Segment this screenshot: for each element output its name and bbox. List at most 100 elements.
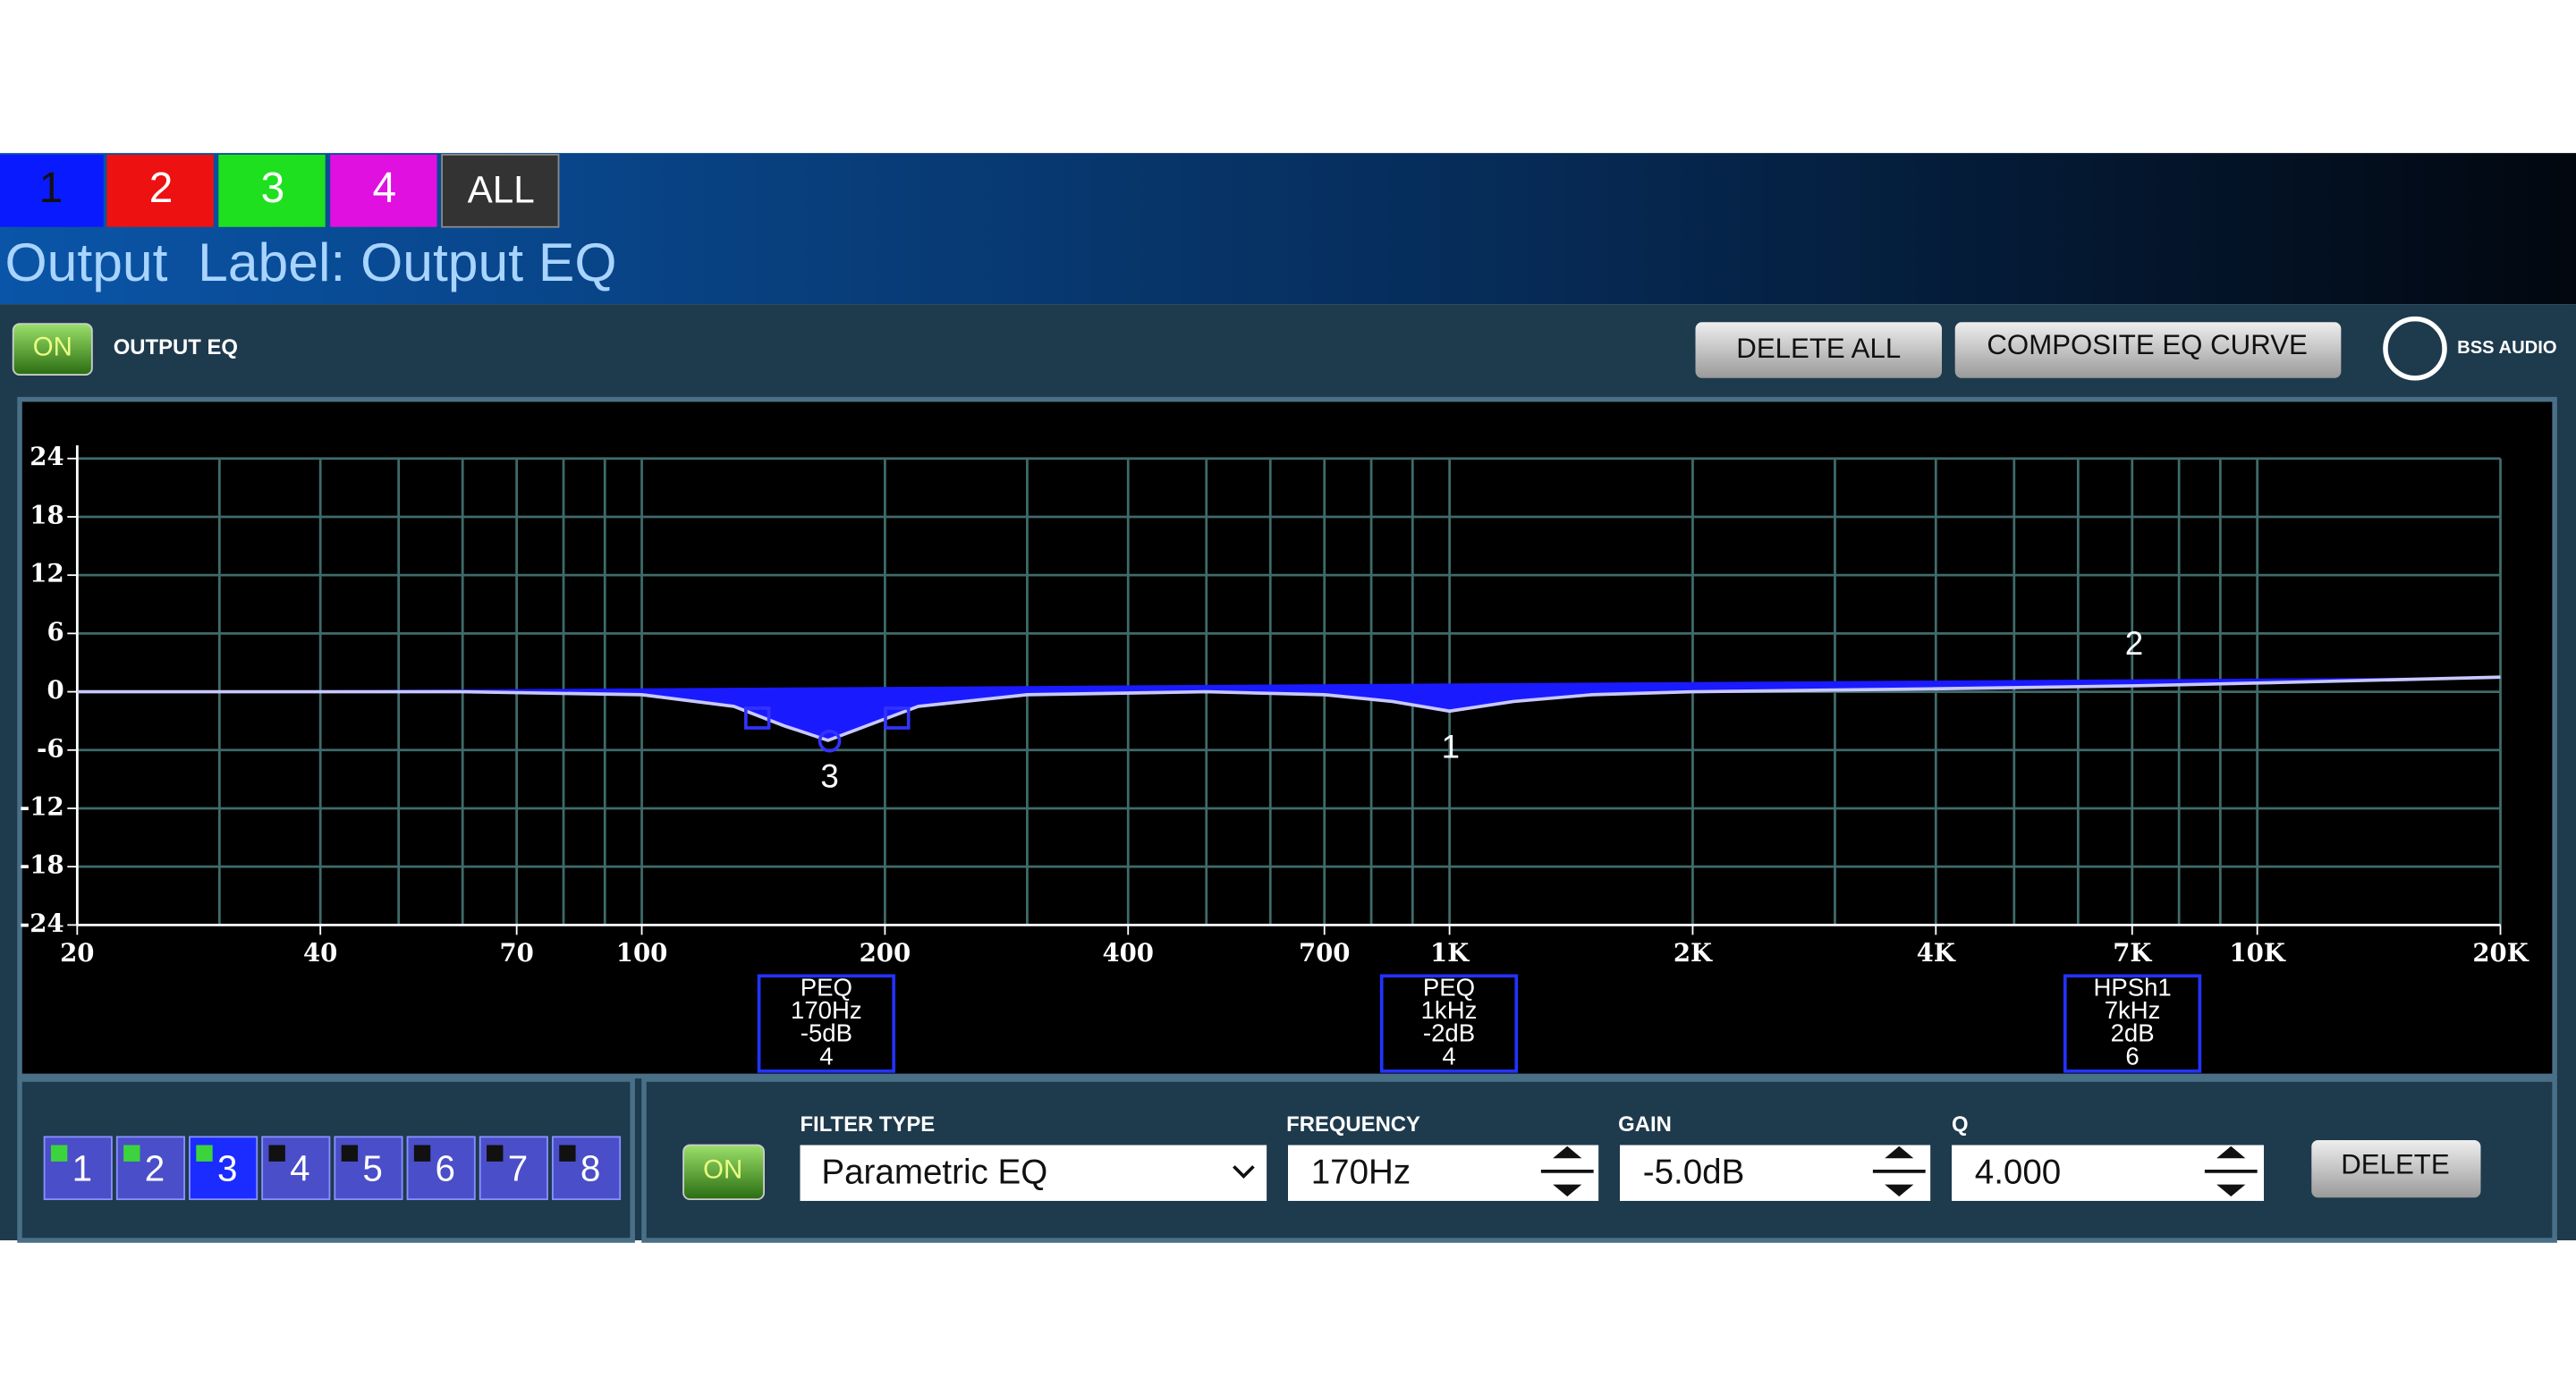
y-tick-label: -12	[20, 792, 64, 821]
logo-icon	[2383, 316, 2447, 381]
band-led	[341, 1145, 359, 1162]
spinners	[1540, 1146, 2258, 1197]
delete-button[interactable]	[2311, 1140, 2481, 1198]
filter-info: HPSh1	[2093, 973, 2171, 1001]
filter-on-button[interactable]	[682, 1144, 765, 1201]
y-tick-label: 18	[30, 501, 64, 529]
select-value: Parametric EQ	[821, 1154, 1047, 1192]
field-label: FILTER TYPE	[800, 1112, 935, 1137]
bandwidth-handle[interactable]	[884, 706, 911, 730]
band-label: 4	[290, 1148, 309, 1189]
field-label: GAIN	[1618, 1112, 1672, 1137]
band-led	[196, 1145, 213, 1162]
tab[interactable]	[441, 154, 560, 228]
y-tick-label: -24	[20, 909, 64, 938]
on-label: ON	[703, 1155, 742, 1185]
x-tick-label: 40	[303, 939, 337, 968]
filter-info: 7kHz	[2105, 996, 2161, 1024]
tabs: 1 2 3 4 ALL	[0, 154, 560, 228]
tab-label: 4	[373, 165, 397, 212]
x-tick-label: 1K	[1430, 939, 1470, 968]
filter-type-select[interactable]	[800, 1145, 1267, 1201]
x-tick-label: 2K	[1674, 939, 1713, 968]
band-buttons: 1 2 3 4 5 6 7 8	[43, 1136, 622, 1201]
filter-info: 4	[1442, 1042, 1455, 1070]
tab[interactable]	[0, 154, 104, 227]
x-tick-label: 100	[616, 939, 668, 968]
frequency-value: 170Hz	[1311, 1154, 1411, 1192]
y-tick-label: 6	[47, 618, 64, 647]
band-label: 5	[362, 1148, 382, 1189]
band-label: 6	[436, 1148, 455, 1189]
on-label: ON	[33, 332, 72, 361]
band-button[interactable]	[551, 1136, 622, 1201]
band-led	[559, 1145, 576, 1162]
button-label: DELETE ALL	[1736, 333, 1901, 364]
band-label: 3	[217, 1148, 237, 1189]
field-label: Q	[1952, 1112, 1969, 1137]
tab[interactable]	[218, 154, 326, 227]
band-label: 1	[72, 1148, 92, 1189]
gain-value: -5.0dB	[1643, 1154, 1745, 1192]
y-tick-label: 0	[47, 676, 64, 705]
label-title: Output Label: Output EQ	[5, 232, 617, 292]
filter-handle[interactable]	[818, 729, 842, 753]
tab-label: 1	[39, 165, 64, 212]
x-tick-label: 10K	[2230, 939, 2286, 968]
filter-info: PEQ	[1423, 973, 1475, 1001]
x-tick-label: 4K	[1917, 939, 1956, 968]
band-label: 8	[580, 1148, 600, 1189]
filter-info: 6	[2125, 1042, 2139, 1070]
filter-info: -2dB	[1423, 1019, 1475, 1047]
y-tick-label: 24	[30, 443, 64, 471]
band-label: 2	[145, 1148, 165, 1189]
band-led	[50, 1145, 68, 1162]
filter-info: 4	[819, 1042, 833, 1070]
logo: BSS AUDIO	[2457, 338, 2556, 358]
x-tick-label: 400	[1102, 939, 1154, 968]
spin-inputs	[1288, 1145, 2265, 1201]
tab-label: ALL	[468, 168, 535, 210]
filter-info: -5dB	[801, 1019, 852, 1047]
tab-label: 2	[149, 165, 174, 212]
band-led	[413, 1145, 431, 1162]
filter-box[interactable]	[2063, 974, 2202, 1073]
on-button[interactable]	[12, 323, 93, 376]
q-value: 4.000	[1975, 1154, 2062, 1192]
composite-button[interactable]	[1954, 322, 2342, 378]
filter-info: 2dB	[2111, 1019, 2155, 1047]
bandwidth-handle[interactable]	[744, 706, 771, 730]
filter-marker: 2	[2125, 625, 2143, 662]
filter-marker: 1	[1442, 729, 1460, 765]
filter-info: 170Hz	[791, 996, 862, 1024]
filter-marker: 3	[820, 758, 838, 795]
section-title: OUTPUT EQ	[114, 335, 238, 359]
eq-curve	[77, 675, 2501, 742]
band-label: 7	[508, 1148, 528, 1189]
filter-info: PEQ	[801, 973, 852, 1001]
x-tick-label: 20	[60, 939, 94, 968]
tab[interactable]	[330, 154, 437, 227]
band-led	[123, 1145, 140, 1162]
field-label: FREQUENCY	[1286, 1112, 1420, 1137]
button-label: COMPOSITE EQ CURVE	[1987, 329, 2308, 360]
filter-box[interactable]	[757, 974, 896, 1073]
tab[interactable]	[106, 154, 214, 227]
x-tick-label: 700	[1299, 939, 1351, 968]
button-label: DELETE	[2341, 1149, 2449, 1180]
x-tick-label: 70	[499, 939, 533, 968]
x-tick-label: 200	[860, 939, 911, 968]
y-tick-label: -18	[20, 851, 64, 880]
delete-all-button[interactable]	[1695, 322, 1943, 378]
x-tick-label: 7K	[2113, 939, 2152, 968]
y-tick-label: -6	[37, 734, 64, 763]
y-tick-label: 12	[30, 560, 64, 588]
band-led	[487, 1145, 504, 1162]
band-led	[268, 1145, 285, 1162]
eq-area	[77, 677, 2501, 740]
tab-label: 3	[261, 165, 285, 212]
filter-box[interactable]	[1379, 974, 1519, 1073]
x-tick-label: 20K	[2472, 939, 2529, 968]
